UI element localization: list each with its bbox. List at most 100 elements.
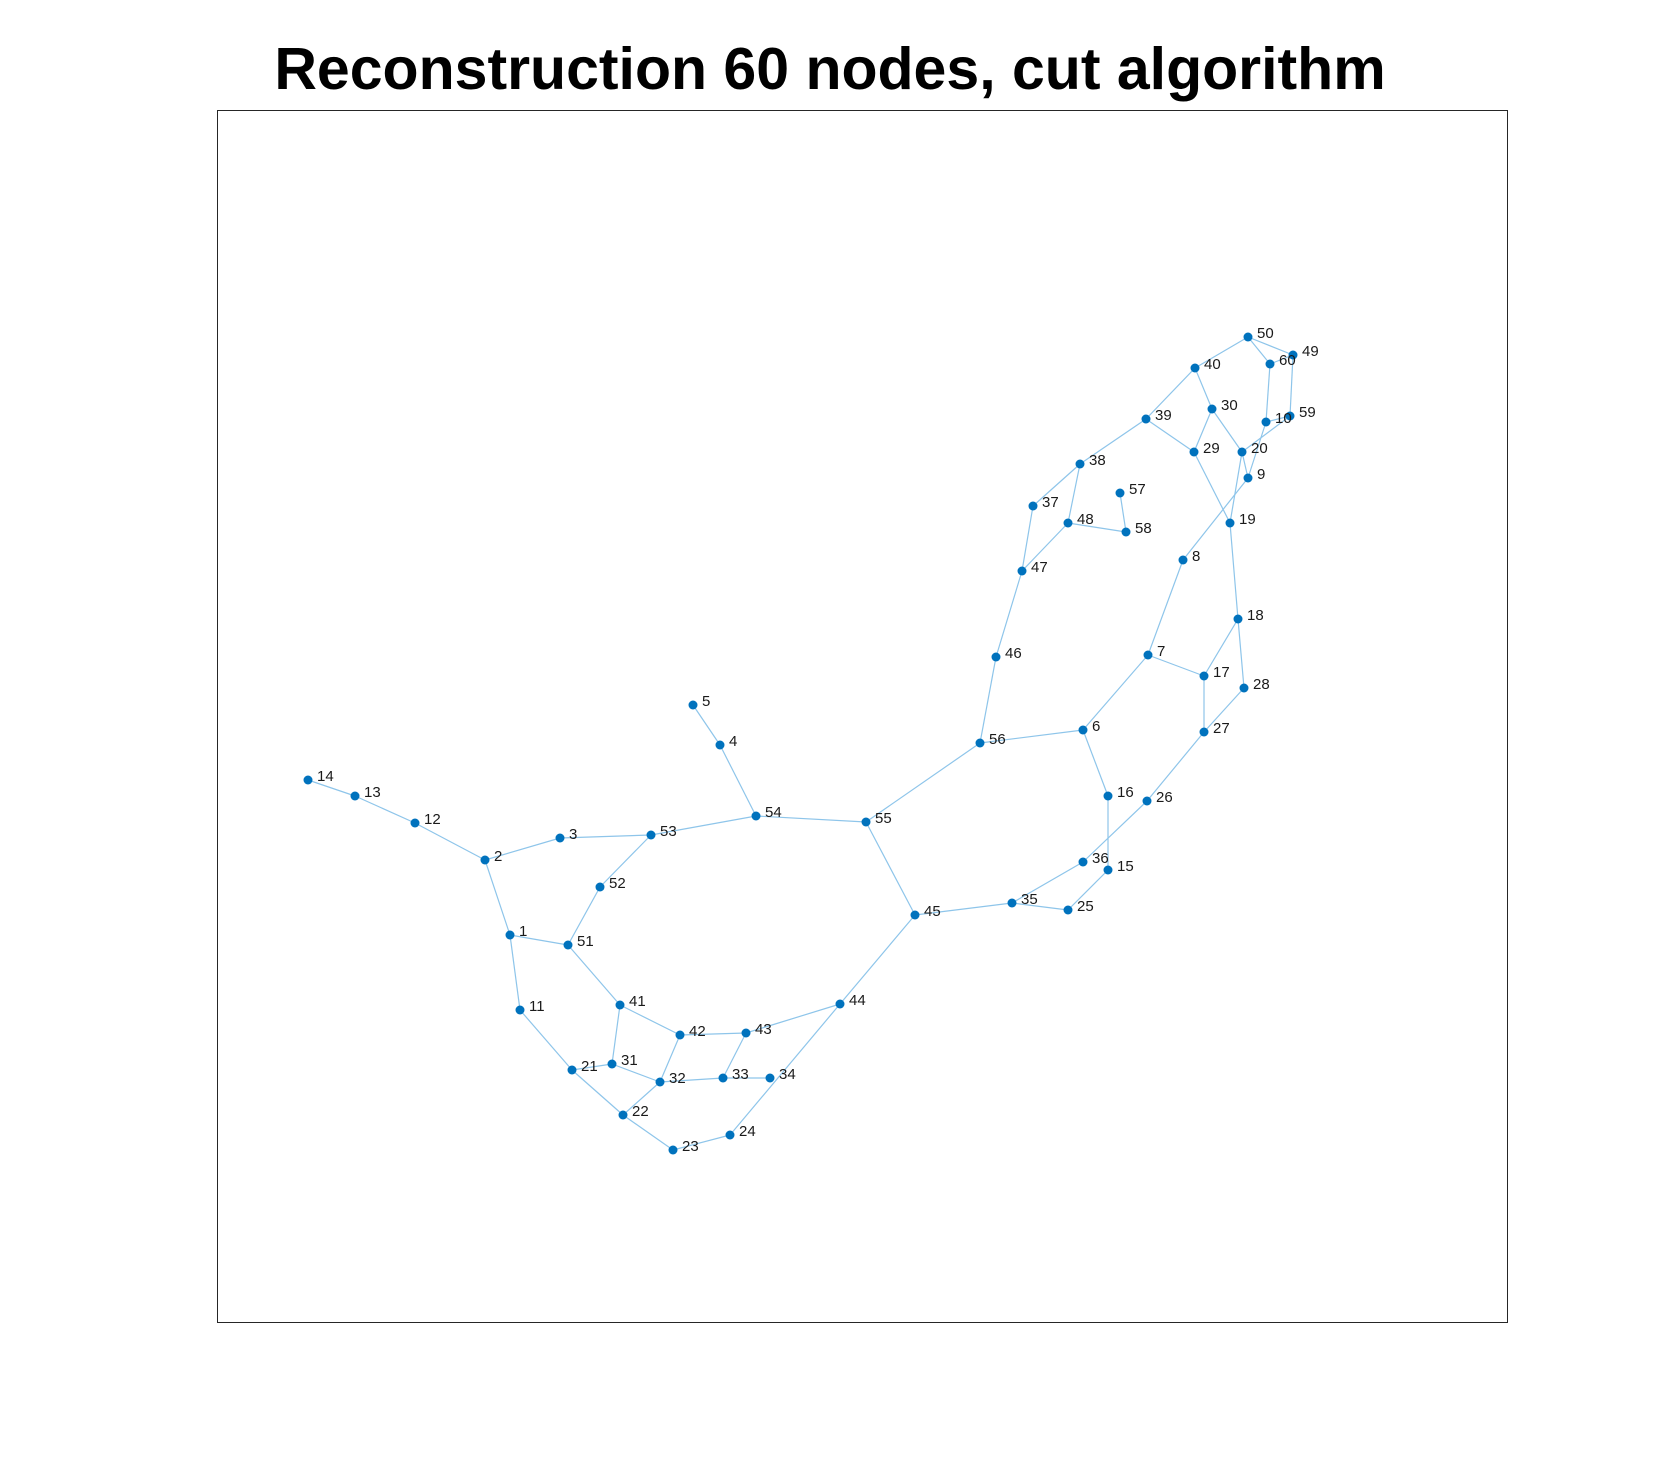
node-52: [595, 882, 605, 892]
node-label-17: 17: [1213, 664, 1230, 681]
node-1: [505, 930, 515, 940]
edge-59-20: [1241, 415, 1291, 453]
node-label-31: 31: [621, 1052, 638, 1069]
labels-layer: 1234567891011121314151617181920212223242…: [317, 325, 1319, 1155]
node-label-14: 14: [317, 768, 334, 785]
edge-2-3: [484, 837, 561, 861]
node-36: [1078, 857, 1088, 867]
node-9: [1243, 473, 1253, 483]
nodes-layer: [303, 332, 1298, 1155]
node-38: [1075, 459, 1085, 469]
node-24: [725, 1130, 735, 1140]
edge-58-57: [1119, 492, 1127, 533]
node-label-55: 55: [875, 810, 892, 827]
node-8: [1178, 555, 1188, 565]
edge-17-7: [1147, 654, 1205, 677]
node-33: [718, 1073, 728, 1083]
node-22: [618, 1110, 628, 1120]
edge-52-51: [567, 886, 601, 946]
node-label-11: 11: [529, 998, 545, 1015]
node-11: [515, 1005, 525, 1015]
node-label-50: 50: [1257, 325, 1274, 342]
edge-41-42: [619, 1004, 681, 1036]
node-41: [615, 1000, 625, 1010]
edge-23-24: [672, 1134, 731, 1151]
edge-48-58: [1067, 522, 1127, 533]
edge-3-53: [559, 834, 652, 839]
node-label-25: 25: [1077, 898, 1094, 915]
node-label-16: 16: [1117, 784, 1134, 801]
node-label-34: 34: [779, 1066, 796, 1083]
node-label-40: 40: [1204, 356, 1221, 373]
node-15: [1103, 865, 1113, 875]
node-label-23: 23: [682, 1138, 699, 1155]
edge-39-40: [1145, 367, 1196, 420]
node-label-32: 32: [669, 1070, 686, 1087]
edge-25-15: [1067, 869, 1109, 911]
node-label-28: 28: [1253, 676, 1270, 693]
node-label-57: 57: [1129, 481, 1146, 498]
node-label-26: 26: [1156, 789, 1173, 806]
node-5: [688, 700, 698, 710]
edge-37-38: [1032, 463, 1081, 507]
node-label-24: 24: [739, 1123, 756, 1140]
node-label-9: 9: [1257, 466, 1265, 483]
node-4: [715, 740, 725, 750]
edge-24-44: [729, 1003, 841, 1136]
node-label-4: 4: [729, 733, 737, 750]
node-34: [765, 1073, 775, 1083]
node-16: [1103, 791, 1113, 801]
node-label-27: 27: [1213, 720, 1230, 737]
edge-60-10: [1265, 363, 1271, 423]
edge-6-56: [979, 729, 1084, 744]
node-21: [567, 1065, 577, 1075]
node-label-46: 46: [1005, 645, 1022, 662]
edge-16-6: [1082, 729, 1109, 797]
node-56: [975, 738, 985, 748]
edge-49-59: [1289, 354, 1294, 417]
node-26: [1142, 796, 1152, 806]
node-label-20: 20: [1251, 440, 1268, 457]
node-46: [991, 652, 1001, 662]
node-label-48: 48: [1077, 511, 1094, 528]
edge-35-36: [1011, 861, 1084, 904]
node-label-41: 41: [629, 993, 646, 1010]
node-label-8: 8: [1192, 548, 1200, 565]
node-label-7: 7: [1157, 643, 1165, 660]
node-6: [1078, 725, 1088, 735]
edge-32-22: [622, 1081, 661, 1116]
node-label-10: 10: [1275, 410, 1292, 427]
edge-1-51: [509, 934, 569, 946]
edge-47-37: [1021, 505, 1034, 572]
node-13: [350, 791, 360, 801]
node-45: [910, 910, 920, 920]
node-55: [861, 817, 871, 827]
node-label-59: 59: [1299, 404, 1316, 421]
edge-33-43: [722, 1032, 747, 1079]
node-19: [1225, 518, 1235, 528]
node-label-39: 39: [1155, 407, 1172, 424]
node-label-12: 12: [424, 811, 441, 828]
node-10: [1261, 417, 1271, 427]
node-label-52: 52: [609, 875, 626, 892]
edge-11-21: [519, 1009, 573, 1071]
node-51: [563, 940, 573, 950]
node-30: [1207, 404, 1217, 414]
edge-19-20: [1229, 451, 1243, 524]
node-label-5: 5: [702, 693, 710, 710]
node-label-33: 33: [732, 1066, 749, 1083]
node-label-44: 44: [849, 992, 866, 1009]
edge-29-39: [1145, 418, 1195, 453]
node-48: [1063, 518, 1073, 528]
node-label-60: 60: [1279, 352, 1296, 369]
node-60: [1265, 359, 1275, 369]
edge-31-41: [611, 1004, 621, 1065]
node-label-13: 13: [364, 784, 381, 801]
edge-7-8: [1147, 559, 1184, 656]
edge-53-54: [650, 815, 757, 836]
edge-18-19: [1229, 522, 1239, 620]
edge-9-10: [1247, 421, 1267, 479]
node-14: [303, 775, 313, 785]
edge-55-54: [755, 815, 867, 823]
edge-40-50: [1194, 336, 1249, 369]
